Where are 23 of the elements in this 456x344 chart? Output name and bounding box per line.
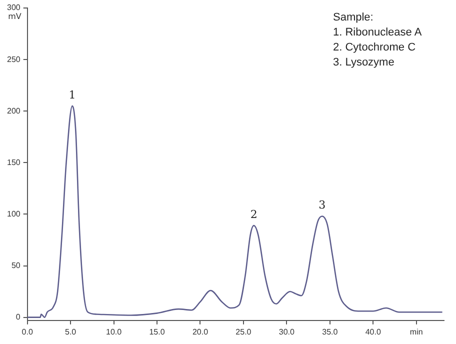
y-tick-label: 0 [16, 312, 21, 322]
y-tick-label: 200 [6, 106, 21, 116]
x-tick-label: 5.0 [65, 327, 77, 336]
x-tick-label: 20.0 [192, 327, 209, 336]
x-tick-label: 15.0 [149, 327, 166, 336]
line-series [27, 105, 443, 318]
x-tick-label: 40.0 [365, 327, 382, 336]
y-tick-label: 100 [6, 209, 21, 218]
annotation: 2 [250, 208, 258, 221]
y-tick-label: 250 [6, 54, 21, 64]
x-tick-label: min [410, 327, 423, 336]
x-tick-label: 10.0 [106, 327, 122, 336]
y-axis-title: mV [8, 12, 22, 22]
y-tick-label: 150 [6, 158, 21, 167]
annotation: Sample: 1. Ribonuclease A 2. Cytochrome C 3. Lysozyme [333, 12, 422, 69]
annotation: 3 [318, 198, 326, 212]
x-tick-label: 25.0 [236, 327, 252, 336]
y-tick-label: 50 [11, 260, 21, 270]
annotation: 1 [68, 88, 76, 102]
x-tick-label: 30.0 [278, 327, 296, 336]
x-tick-label: 0.0 [22, 327, 34, 336]
x-tick-label: 35.0 [322, 327, 338, 336]
y-tick-label: 300 [6, 3, 21, 12]
